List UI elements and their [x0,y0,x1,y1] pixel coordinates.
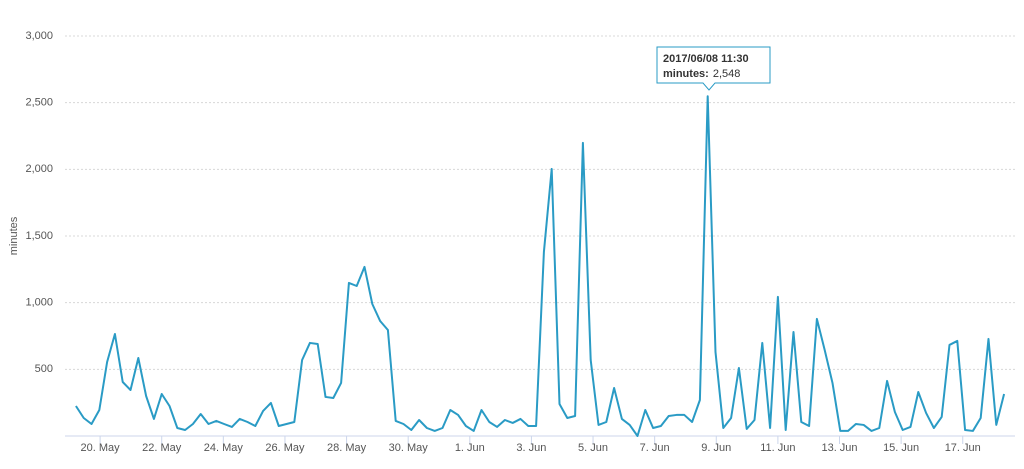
x-tick-label: 1. Jun [455,442,485,454]
tooltip: 2017/06/08 11:30 minutes: 2,548 [656,46,771,91]
x-tick-label: 22. May [142,442,182,454]
data-line [75,95,1006,437]
y-tick-label: 2,500 [25,97,53,109]
x-tick-label: 7. Jun [640,442,670,454]
x-tick-label: 13. Jun [821,442,857,454]
x-tick-label: 20. May [81,442,121,454]
x-tick-label: 11. Jun [760,442,795,454]
y-axis-label: minutes [8,216,20,255]
x-tick-label: 17. Jun [945,442,981,454]
x-tick-label: 26. May [265,442,305,454]
tooltip-box [656,46,771,91]
y-tick-label: 1,000 [25,297,53,309]
tooltip-title: 2017/06/08 11:30 [663,53,749,65]
y-tick-label: 2,000 [25,163,53,175]
x-tick-label: 5. Jun [578,442,608,454]
x-tick-label: 3. Jun [516,442,546,454]
y-tick-label: 500 [35,363,53,375]
y-tick-label: 1,500 [25,230,53,242]
x-tick-label: 24. May [204,442,244,454]
y-tick-label: 3,000 [25,30,53,42]
x-tick-label: 15. Jun [883,442,919,454]
x-tick-label: 28. May [327,442,367,454]
tooltip-value: 2,548 [713,68,741,80]
x-tick-label: 30. May [389,442,429,454]
tooltip-series-label: minutes: [663,68,709,80]
x-tick-label: 9. Jun [701,442,731,454]
